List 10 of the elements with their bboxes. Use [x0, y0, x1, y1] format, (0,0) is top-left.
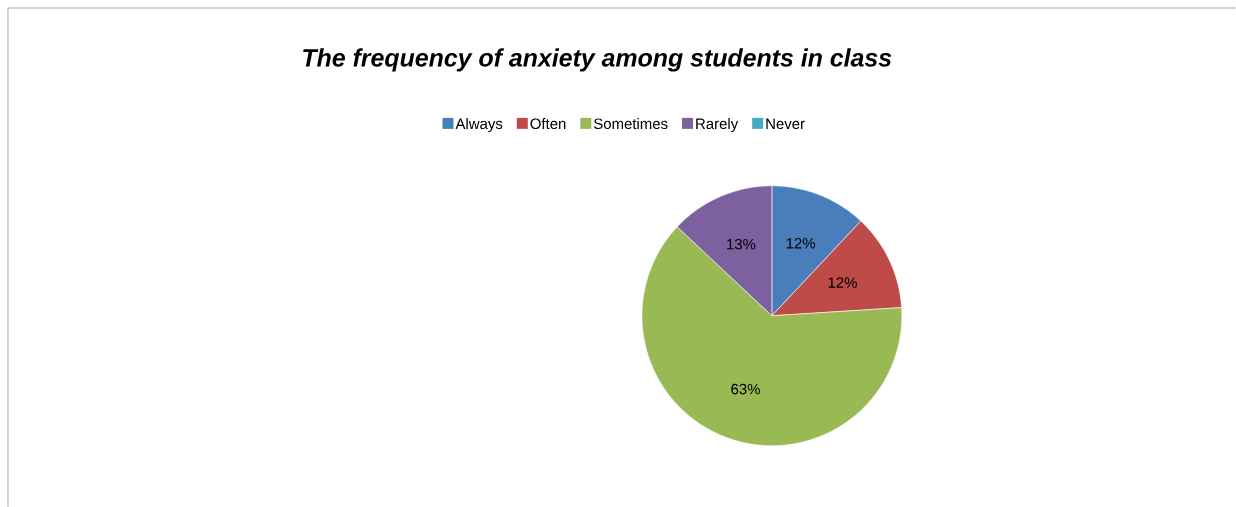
data-label: 12% — [828, 277, 857, 288]
chart-title: The frequency of anxiety among students in class — [303, 48, 892, 72]
data-label: 63% — [731, 383, 760, 395]
data-label: 12% — [786, 237, 816, 249]
data-label: 13% — [727, 238, 756, 250]
legend-label: Sometimes — [593, 117, 668, 129]
legend-label: Always — [455, 117, 503, 132]
legend-label: Never — [766, 118, 805, 129]
legend-label: Rarely — [696, 117, 739, 132]
legend-label: Often — [530, 117, 566, 129]
